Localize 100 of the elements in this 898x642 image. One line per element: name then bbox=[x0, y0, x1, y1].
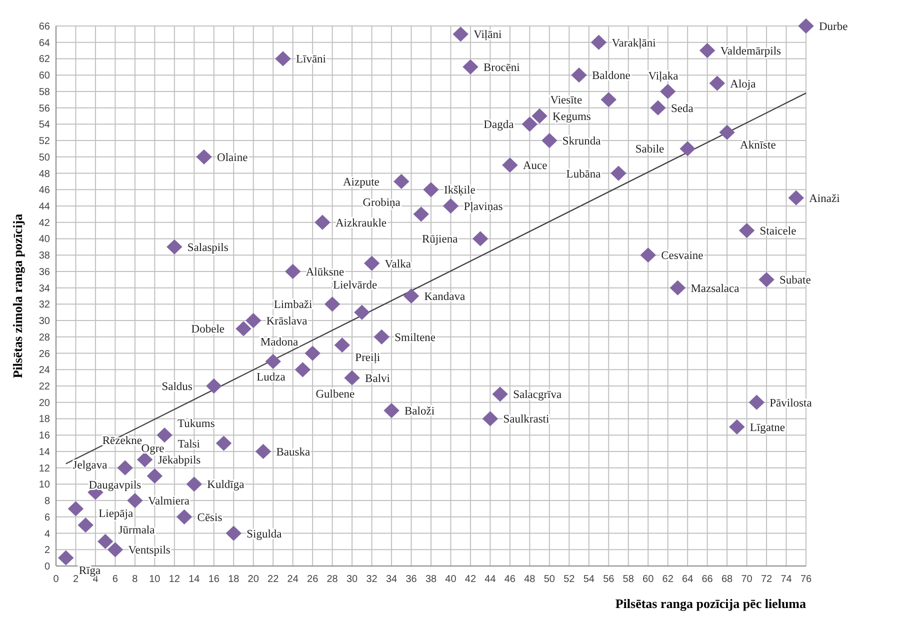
x-tick-label: 72 bbox=[760, 574, 773, 585]
y-tick-label: 42 bbox=[38, 218, 50, 229]
annotation: Limbaži bbox=[274, 299, 312, 312]
y-tick-label: 34 bbox=[38, 283, 50, 294]
annotation: Staicele bbox=[760, 226, 796, 238]
x-tick-label: 22 bbox=[268, 574, 280, 585]
annotation: Dobele bbox=[191, 324, 225, 336]
x-tick-label: 54 bbox=[583, 574, 595, 585]
x-tick-label: 50 bbox=[544, 574, 556, 585]
x-tick-label: 18 bbox=[228, 574, 240, 585]
annotation: Aizpute bbox=[342, 176, 380, 188]
annotation: Pļaviņas bbox=[464, 201, 504, 213]
x-tick-label: 46 bbox=[504, 574, 516, 585]
x-tick-label: 28 bbox=[326, 574, 338, 585]
annotation: Saulkrasti bbox=[503, 414, 550, 426]
annotation: Līvāni bbox=[296, 54, 326, 66]
y-tick-label: 66 bbox=[38, 22, 50, 32]
annotation: Ludza bbox=[256, 371, 286, 384]
annotation: Mazsalaca bbox=[690, 282, 740, 295]
annotation: Ventspils bbox=[128, 544, 171, 557]
annotation: Madona bbox=[260, 336, 298, 348]
x-tick-label: 26 bbox=[307, 574, 319, 585]
annotation: Balvi bbox=[365, 372, 390, 385]
annotation: Ikšķile bbox=[444, 184, 476, 197]
x-tick-label: 0 bbox=[53, 574, 60, 585]
y-tick-label: 62 bbox=[38, 54, 50, 66]
annotation: Tukums bbox=[178, 418, 216, 430]
x-tick-label: 24 bbox=[287, 574, 299, 585]
annotation: Ķegums bbox=[552, 111, 592, 123]
x-tick-label: 38 bbox=[425, 574, 437, 585]
annotation: Viesīte bbox=[550, 94, 582, 107]
x-tick-label: 30 bbox=[346, 574, 358, 585]
y-tick-label: 24 bbox=[38, 365, 50, 376]
annotation: Krāslava bbox=[266, 316, 308, 328]
annotation: Sabile bbox=[635, 144, 664, 156]
annotation: Grobiņa bbox=[362, 197, 400, 210]
y-tick-label: 16 bbox=[38, 430, 50, 442]
y-tick-label: 46 bbox=[38, 185, 50, 196]
annotation: Lubāna bbox=[566, 168, 601, 180]
annotation: Talsi bbox=[178, 438, 200, 450]
y-tick-label: 64 bbox=[38, 38, 50, 49]
y-tick-label: 0 bbox=[44, 562, 50, 572]
x-tick-label: 2 bbox=[72, 574, 79, 585]
annotation: Gulbene bbox=[316, 388, 355, 401]
annotation: Aknīste bbox=[740, 139, 776, 152]
y-tick-label: 50 bbox=[38, 152, 50, 164]
annotation: Rūjiena bbox=[422, 234, 458, 246]
annotation: Baloži bbox=[404, 406, 435, 418]
annotation: Baldone bbox=[592, 70, 630, 82]
annotation: Valka bbox=[384, 258, 411, 270]
y-tick-label: 20 bbox=[38, 398, 50, 409]
y-tick-label: 48 bbox=[38, 168, 50, 180]
x-tick-label: 36 bbox=[406, 574, 418, 585]
annotation: Varakļāni bbox=[612, 37, 656, 50]
x-tick-label: 60 bbox=[642, 574, 654, 585]
y-tick-label: 56 bbox=[38, 103, 50, 114]
x-tick-label: 42 bbox=[464, 574, 476, 585]
annotation: Jūrmala bbox=[118, 524, 155, 536]
y-tick-label: 4 bbox=[44, 528, 50, 540]
y-tick-label: 52 bbox=[38, 136, 50, 148]
y-tick-label: 18 bbox=[38, 414, 50, 426]
annotation: Cēsis bbox=[197, 512, 223, 524]
y-tick-label: 2 bbox=[44, 545, 50, 556]
annotation: Līgatne bbox=[750, 422, 786, 434]
annotation: Seda bbox=[670, 102, 694, 115]
annotation: Jēkabpils bbox=[158, 454, 202, 467]
x-tick-label: 74 bbox=[780, 574, 792, 585]
x-tick-label: 56 bbox=[603, 574, 615, 585]
annotation: Smiltene bbox=[394, 332, 436, 344]
annotation: Ainaži bbox=[809, 192, 840, 205]
y-tick-label: 32 bbox=[38, 300, 50, 311]
y-tick-label: 36 bbox=[38, 266, 50, 278]
annotation: Jelgava bbox=[72, 459, 108, 472]
y-tick-label: 12 bbox=[38, 463, 50, 474]
x-tick-label: 32 bbox=[366, 574, 378, 585]
annotation: Skrunda bbox=[562, 136, 601, 148]
annotation: Salacgrīva bbox=[513, 389, 562, 402]
x-tick-label: 8 bbox=[132, 574, 138, 585]
y-tick-label: 44 bbox=[38, 202, 50, 212]
y-tick-label: 58 bbox=[38, 86, 50, 98]
x-tick-label: 58 bbox=[622, 574, 634, 585]
annotation: Pāvilosta bbox=[770, 397, 812, 410]
x-tick-label: 66 bbox=[702, 574, 714, 585]
annotation: Aloja bbox=[730, 78, 756, 90]
y-tick-label: 60 bbox=[38, 70, 50, 82]
x-tick-label: 48 bbox=[524, 574, 536, 585]
annotation: Sigulda bbox=[246, 528, 282, 540]
annotation: Brocēni bbox=[483, 62, 520, 74]
annotation: Valmiera bbox=[148, 496, 190, 508]
annotation: Viļaka bbox=[648, 70, 678, 82]
annotation: Subate bbox=[780, 274, 811, 287]
x-tick-label: 44 bbox=[484, 574, 496, 585]
y-tick-label: 26 bbox=[38, 348, 50, 360]
x-tick-label: 6 bbox=[112, 574, 118, 585]
x-tick-label: 34 bbox=[386, 574, 398, 585]
annotation: Aizkraukle bbox=[335, 217, 387, 230]
annotation: Dagda bbox=[484, 119, 514, 132]
annotation: Viļāni bbox=[474, 29, 502, 42]
x-tick-label: 68 bbox=[721, 574, 734, 585]
x-tick-label: 70 bbox=[741, 574, 753, 585]
